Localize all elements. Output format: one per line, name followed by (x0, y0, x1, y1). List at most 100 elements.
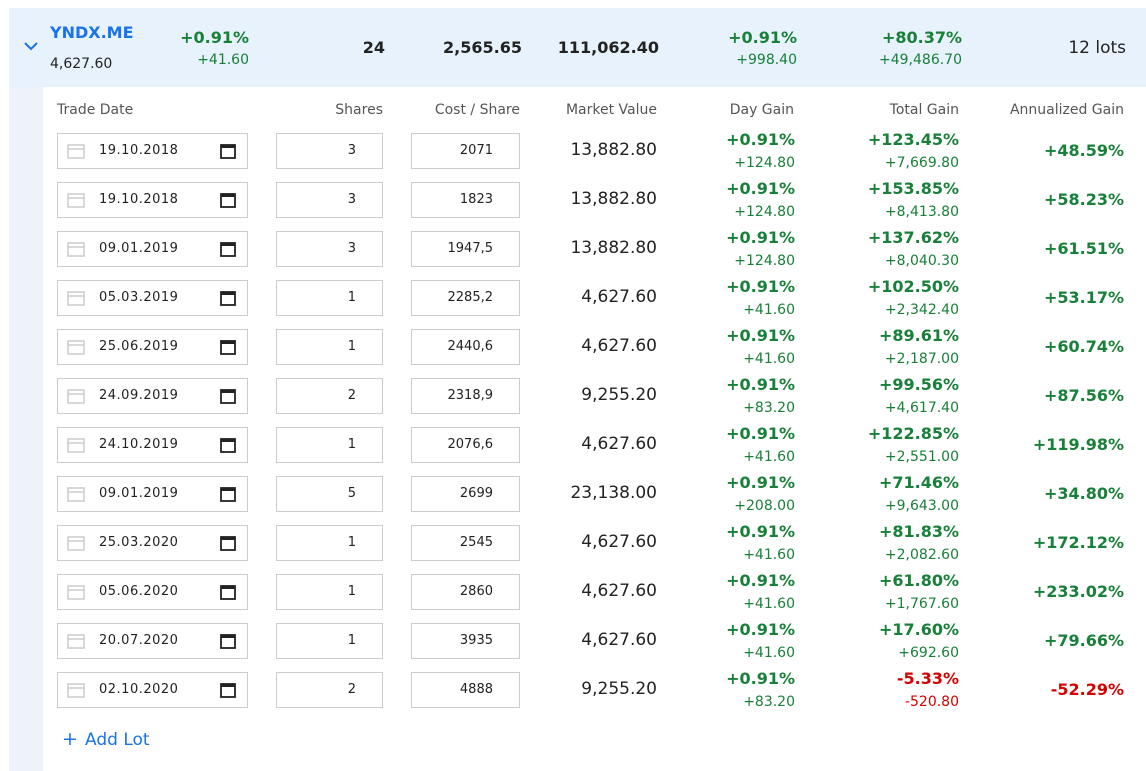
day-gain-pct: +0.91% (726, 522, 795, 541)
date-input[interactable] (57, 574, 248, 610)
shares-input[interactable] (276, 672, 383, 708)
market-value: 4,627.60 (581, 630, 657, 650)
shares: 1 (347, 437, 356, 452)
cost-input[interactable] (411, 574, 520, 610)
trade-date: 02.10.2020 (99, 682, 179, 697)
trade-date: 09.01.2019 (99, 241, 179, 256)
total-gain: +9,643.00 (884, 498, 959, 514)
total-gain-pct: +81.83% (878, 522, 959, 541)
annualized-gain: -52.29% (1050, 680, 1124, 699)
trade-date: 25.06.2019 (99, 339, 179, 354)
shares: 2 (347, 388, 356, 403)
cost-input[interactable] (411, 182, 520, 218)
shares-input[interactable] (276, 623, 383, 659)
day-gain-pct: +0.91% (726, 130, 795, 149)
market-value: 13,882.80 (570, 189, 657, 209)
column-header: Trade Date (57, 102, 134, 118)
column-header: Cost / Share (434, 102, 520, 118)
symbol: YNDX.ME (50, 23, 134, 42)
cost-input[interactable] (411, 476, 520, 512)
market-value: 13,882.80 (570, 238, 657, 258)
shares-input[interactable] (276, 231, 383, 267)
avg-cost: 2,565.65 (443, 38, 522, 57)
total-gain-pct: +122.85% (867, 424, 959, 443)
date-input[interactable] (57, 623, 248, 659)
annualized-gain: +61.51% (1043, 239, 1124, 258)
cost-input[interactable] (411, 427, 520, 463)
day-gain-pct: +0.91% (726, 326, 795, 345)
cost-input[interactable] (411, 280, 520, 316)
total-gain: -520.80 (904, 694, 959, 710)
day-gain-pct: +0.91% (726, 179, 795, 198)
shares-input[interactable] (276, 329, 383, 365)
shares-input[interactable] (276, 574, 383, 610)
cost-per-share: 1947,5 (447, 241, 494, 256)
cost-input[interactable] (411, 623, 520, 659)
date-input[interactable] (57, 427, 248, 463)
shares: 5 (347, 486, 356, 501)
shares: 1 (347, 290, 356, 305)
date-input[interactable] (57, 672, 248, 708)
annualized-gain: +172.12% (1032, 533, 1124, 552)
total-gain: +2,187.00 (884, 351, 959, 367)
total-gain: +7,669.80 (884, 155, 959, 171)
shares-input[interactable] (276, 182, 383, 218)
date-input[interactable] (57, 525, 248, 561)
cost-input[interactable] (411, 525, 520, 561)
cost-per-share: 2285,2 (447, 290, 494, 305)
shares: 3 (347, 143, 356, 158)
day-gain-pct: +0.91% (726, 669, 795, 688)
date-input[interactable] (57, 231, 248, 267)
date-input[interactable] (57, 329, 248, 365)
shares-input[interactable] (276, 525, 383, 561)
market-value: 4,627.60 (581, 336, 657, 356)
shares: 3 (347, 192, 356, 207)
collapse-chevron[interactable] (23, 40, 39, 52)
annualized-gain: +48.59% (1043, 141, 1124, 160)
price: 4,627.60 (50, 56, 113, 72)
day-gain: +41.60 (743, 449, 795, 465)
shares-input[interactable] (276, 476, 383, 512)
add-lot-icon[interactable]: + (62, 728, 78, 750)
total-gain-pct: +71.46% (878, 473, 959, 492)
total-gain: +2,342.40 (884, 302, 959, 318)
cost-input[interactable] (411, 231, 520, 267)
date-input[interactable] (57, 476, 248, 512)
cost-input[interactable] (411, 672, 520, 708)
annualized-gain: +233.02% (1032, 582, 1124, 601)
date-input[interactable] (57, 133, 248, 169)
column-header: Annualized Gain (1009, 102, 1124, 118)
trade-date: 19.10.2018 (99, 143, 179, 158)
shares-input[interactable] (276, 133, 383, 169)
total-gain-pct: +17.60% (878, 620, 959, 639)
cost-per-share: 3935 (459, 633, 493, 648)
day-gain-pct: +0.91% (726, 277, 795, 296)
day-gain: +124.80 (734, 253, 795, 269)
cost-input[interactable] (411, 378, 520, 414)
day-gain: +41.60 (743, 351, 795, 367)
shares-input[interactable] (276, 427, 383, 463)
market-value: 4,627.60 (581, 532, 657, 552)
cost-per-share: 2440,6 (447, 339, 494, 354)
total-gain-pct: +61.80% (878, 571, 959, 590)
shares-input[interactable] (276, 378, 383, 414)
day-gain: +41.60 (743, 645, 795, 661)
cost-input[interactable] (411, 133, 520, 169)
day-gain: +208.00 (734, 498, 795, 514)
day-gain-pct: +0.91% (726, 473, 795, 492)
day-gain: +41.60 (743, 302, 795, 318)
date-input[interactable] (57, 280, 248, 316)
total-gain: +1,767.60 (884, 596, 959, 612)
day-gain: +83.20 (743, 400, 795, 416)
annualized-gain: +53.17% (1043, 288, 1124, 307)
indent-strip (9, 87, 43, 771)
cost-per-share: 2545 (459, 535, 493, 550)
column-header: Total Gain (889, 102, 959, 118)
cost-input[interactable] (411, 329, 520, 365)
shares-input[interactable] (276, 280, 383, 316)
column-header: Shares (335, 102, 383, 118)
add-lot-link[interactable]: Add Lot (85, 730, 150, 750)
date-input[interactable] (57, 378, 248, 414)
trade-date: 20.07.2020 (99, 633, 179, 648)
date-input[interactable] (57, 182, 248, 218)
